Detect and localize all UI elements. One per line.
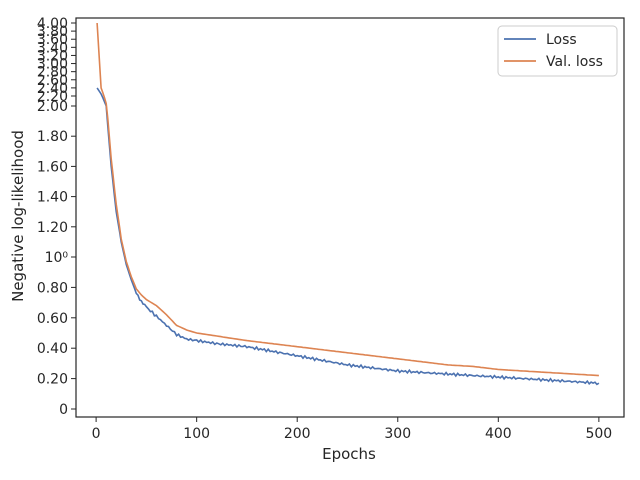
y-tick-label: 2.80	[37, 65, 68, 81]
y-tick-label: 2.20	[37, 89, 68, 105]
lines-layer	[96, 22, 600, 386]
y-tick-label: 1.80	[37, 129, 68, 145]
y-tick-label: 10⁰	[45, 250, 69, 266]
y-tick-label: 0.60	[37, 311, 68, 327]
y-tick-label: 4.00	[37, 16, 68, 32]
y-tick-label: 1.60	[37, 159, 68, 175]
x-tick-label: 300	[384, 426, 411, 442]
y-tick-label: 1.40	[37, 190, 68, 206]
series-line-0	[96, 87, 600, 386]
x-tick-label: 500	[585, 426, 612, 442]
y-axis-label: Negative log-likelihood	[9, 130, 27, 302]
y-tick-label: 2.00	[37, 99, 68, 115]
x-axis-label: Epochs	[322, 445, 376, 463]
y-tick-label: 3.60	[37, 32, 68, 48]
y-tick-label: 1.20	[37, 220, 68, 236]
y-axis: 0 0.20 0.40 0.60 0.80 10⁰ 1.20 1.40 1.60 1.80 2.00…	[37, 16, 76, 418]
x-tick-label: 100	[183, 426, 210, 442]
legend: Loss Val. loss	[497, 25, 618, 77]
plot-area	[75, 17, 625, 418]
x-tick-label: 400	[485, 426, 512, 442]
y-tick-label: 3.00	[37, 57, 68, 73]
plot-frame	[75, 17, 625, 418]
legend-label: Val. loss	[546, 54, 603, 70]
y-tick-label: 3.40	[37, 40, 68, 56]
y-tick-label: 3.80	[37, 24, 68, 40]
series-line-1	[96, 22, 599, 377]
y-tick-label: 0.80	[37, 280, 68, 296]
y-tick-label: 0.20	[37, 372, 68, 388]
y-tick-label: 3.20	[37, 48, 68, 64]
y-tick-label: 2.40	[37, 81, 68, 97]
x-tick-label: 200	[284, 426, 311, 442]
x-tick-label: 0	[92, 426, 101, 442]
y-tick-label: 0	[59, 402, 68, 418]
x-axis: 0 100 200 300 400 500	[92, 417, 612, 442]
legend-label: Loss	[546, 32, 577, 48]
y-tick-label: 0.40	[37, 341, 68, 357]
y-tick-label: 2.60	[37, 73, 68, 89]
